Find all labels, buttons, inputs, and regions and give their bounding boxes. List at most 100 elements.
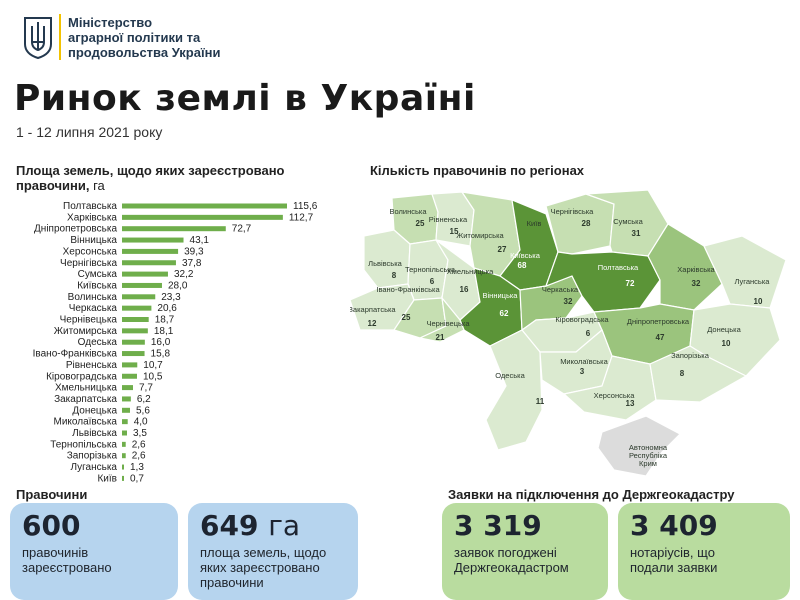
map-region-name: Луганська [735,277,771,286]
bar-value-label: 10,7 [143,360,163,371]
map-region-name: Волинська [390,207,428,216]
bar [122,237,184,243]
card-value: 649 га [200,509,346,543]
map-region-name: Херсонська [594,391,636,400]
map-region-name: Автономна Республіка Крим [629,443,668,468]
card-desc-line: Держгеокадастром [454,560,569,575]
map-region-25 [597,415,681,477]
bar-category-label: Харківська [67,212,117,223]
bar-category-label: Волинська [68,292,118,303]
card-value: 600 [22,509,166,543]
card-desc-line: правочинів [22,545,89,560]
bar [122,305,152,311]
bar [122,430,127,436]
bar-category-label: Вінницька [70,235,117,246]
chart-title: Площа земель, щодо яких зареєстровано пр… [16,163,346,193]
map-region-value: 25 [402,313,411,322]
map-region-value: 8 [392,271,397,280]
bar-category-label: Хмельницька [55,383,117,394]
bar-value-label: 16,0 [151,337,171,348]
map-region-value: 72 [626,279,635,288]
bar-category-label: Івано-Франківська [33,349,118,360]
map-region-value: 25 [416,219,425,228]
map-region-value: 15 [450,227,459,236]
map-region-name: Запорізька [671,351,710,360]
map-region-value: 62 [500,309,509,318]
bar [122,260,176,266]
map-region-value: 10 [754,297,763,306]
bar-category-label: Запорізька [67,451,118,462]
map-region-name: Харківська [677,265,715,274]
bar-value-label: 23,3 [161,292,181,303]
bar-value-label: 37,8 [182,258,202,269]
bar-category-label: Дніпропетровська [34,224,117,235]
card-description: правочинів зареєстровано [22,545,166,575]
map-title: Кількість правочинів по регіонах [370,163,585,178]
map-region-value: 10 [722,339,731,348]
applications-section-label: Заявки на підключення до Держгеокадастру [448,487,735,502]
bar-value-label: 6,2 [137,394,151,405]
card-desc-line: нотаріусів, що [630,545,715,560]
bar-value-label: 2,6 [132,439,146,450]
bar-value-label: 1,3 [130,462,144,473]
bar-category-label: Сумська [78,269,118,280]
map-region-value: 68 [518,261,527,270]
ministry-line: Міністерство [68,15,153,30]
bar-value-label: 72,7 [232,224,252,235]
bar [122,271,168,277]
map-region-14 [703,235,787,309]
bar [122,214,283,220]
map-region-value: 6 [586,329,591,338]
card-unit: га [268,509,301,542]
bar-category-label: Одеська [78,337,118,348]
map-region-name: Кіровоградська [555,315,609,324]
bar-category-label: Херсонська [63,246,118,257]
map-region-5 [545,193,615,255]
page-title: Ринок землі в Україні [14,78,476,119]
map-region-value: 16 [460,285,469,294]
bar-value-label: 4,0 [134,417,148,428]
bar [122,351,145,357]
ministry-line: продовольства України [68,45,221,60]
map-region-name: Черкаська [542,285,579,294]
page-subtitle: 1 - 12 липня 2021 року [16,124,163,140]
bar-category-label: Донецька [72,405,117,416]
map-region-name: Дніпропетровська [627,317,690,326]
bar-category-label: Київ [97,473,117,484]
card-number: 3 319 [454,509,542,542]
card-description: заявок погоджені Держгеокадастром [454,545,596,575]
bar-category-label: Миколаївська [54,417,118,428]
notaries-card: 3 409 нотаріусів, що подали заявки [618,503,790,600]
map-region-value: 8 [680,369,685,378]
card-number: 3 409 [630,509,718,542]
bar [122,475,124,481]
bar [122,419,128,425]
map-region-21 [485,329,543,451]
bar [122,362,138,368]
bar-value-label: 3,5 [133,428,147,439]
map-region-value: 12 [368,319,377,328]
bar [122,203,287,209]
bar-value-label: 39,3 [184,246,204,257]
chart-unit: га [93,178,105,193]
chart-title-text: Площа земель, щодо яких зареєстровано пр… [16,163,285,193]
bar-category-label: Чернігівська [60,258,117,269]
bar [122,453,126,459]
bar [122,248,179,254]
bar [122,317,149,322]
bar-value-label: 5,6 [136,405,150,416]
bar [122,441,126,447]
bar-category-label: Луганська [70,462,117,473]
bar-value-label: 0,7 [130,473,144,484]
card-description: нотаріусів, що подали заявки [630,545,778,575]
map-region-name: Київська [510,251,541,260]
map-region-name: Миколаївська [560,357,608,366]
card-desc-line: подали заявки [630,560,718,575]
bar-category-label: Рівненська [66,360,118,371]
ministry-name: Міністерство аграрної політики та продов… [68,15,220,60]
card-desc-line: зареєстровано [22,560,112,575]
approved-applications-card: 3 319 заявок погоджені Держгеокадастром [442,503,608,600]
bar [122,226,226,232]
bar [122,464,124,470]
card-desc-line: правочини [200,575,264,590]
